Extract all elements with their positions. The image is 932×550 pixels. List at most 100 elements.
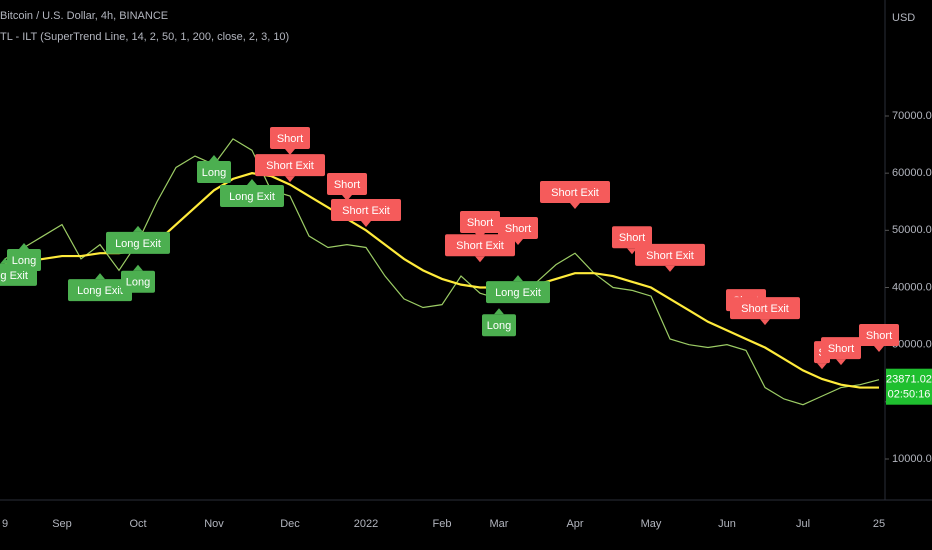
signal-pointer (836, 359, 846, 366)
signal-label: Short (327, 173, 367, 202)
signal-label: Long (121, 264, 155, 293)
signal-text: Short Exit (741, 303, 789, 315)
signal-pointer (570, 203, 580, 210)
x-tick-label: Feb (433, 518, 452, 530)
x-tick-label: Oct (129, 518, 146, 530)
signal-pointer (665, 265, 675, 272)
signal-box (121, 270, 155, 293)
signal-label: Short (460, 211, 500, 240)
signal-pointer (95, 273, 105, 280)
x-tick-label: 2022 (354, 518, 378, 530)
signal-label: Short Exit (255, 154, 325, 183)
signal-pointer (361, 221, 371, 228)
signal-pointer (133, 225, 143, 232)
signal-box (220, 185, 284, 208)
signal-label: Long (7, 243, 41, 272)
signal-label: Short Exit (635, 243, 705, 272)
chart-title: Bitcoin / U.S. Dollar, 4h, BINANCE (0, 10, 168, 22)
signal-label: Long Exit (220, 179, 284, 208)
signal-label: Long Exit (486, 275, 550, 304)
signal-label: Short (612, 226, 652, 255)
signal-text: Short Exit (646, 250, 694, 262)
signal-label: Long Exit (68, 273, 132, 302)
series-line (4, 138, 880, 406)
signal-text: Short (277, 133, 303, 145)
x-tick-label: Mar (490, 518, 509, 530)
signal-label: Short (859, 323, 899, 352)
signal-text: Short (467, 217, 493, 229)
signal-box (612, 226, 652, 249)
signal-label: Long (197, 155, 231, 184)
signal-pointer (285, 149, 295, 156)
signal-pointer (494, 308, 504, 315)
signal-label: Short (270, 127, 310, 156)
signal-box (635, 243, 705, 266)
signal-label: Long (482, 308, 516, 337)
x-tick-label: 25 (873, 518, 885, 530)
signal-text: Long Exit (77, 285, 123, 297)
signal-box (197, 161, 231, 184)
signal-box (331, 199, 401, 222)
signal-label: Short Exit (331, 199, 401, 228)
countdown-label: 02:50:16 (888, 389, 931, 401)
signal-pointer (760, 319, 770, 326)
signal-label: Long Exit (106, 225, 170, 254)
x-tick-label: Sep (52, 518, 72, 530)
signal-pointer (513, 275, 523, 282)
signal-box (270, 127, 310, 150)
signal-box (730, 297, 800, 320)
signal-label: Short (821, 337, 861, 366)
signal-box (486, 281, 550, 304)
signal-text: Long Exit (495, 287, 541, 299)
signal-box (859, 323, 899, 346)
y-tick-label: 70000.00 (892, 110, 932, 122)
indicator-title: TL - ILT (SuperTrend Line, 14, 2, 50, 1,… (0, 31, 289, 43)
signal-text: Long (487, 320, 511, 332)
signal-text: Short (619, 232, 645, 244)
signal-pointer (133, 264, 143, 271)
x-tick-label: Jul (796, 518, 810, 530)
signal-text: Short Exit (342, 205, 390, 217)
signal-text: Short (334, 179, 360, 191)
signal-pointer (209, 155, 219, 162)
signal-box (255, 154, 325, 177)
signal-text: Long Exit (229, 191, 275, 203)
y-tick-label: 10000.00 (892, 453, 932, 465)
x-tick-label: May (641, 518, 662, 530)
signal-pointer (874, 345, 884, 352)
signal-text: Long Exit (115, 238, 161, 250)
last-price-tag (886, 368, 932, 405)
signal-box (445, 234, 515, 257)
signal-pointer (627, 248, 637, 255)
signal-label: Short Exit (540, 181, 610, 210)
price-unit: USD (892, 12, 915, 24)
y-tick-label: 50000.00 (892, 224, 932, 236)
signal-box (460, 211, 500, 234)
signal-text: Short (505, 223, 531, 235)
signal-text: Short Exit (266, 160, 314, 172)
y-tick-label: 30000.00 (892, 339, 932, 351)
signal-pointer (19, 243, 29, 250)
signal-text: Short (866, 330, 892, 342)
signal-text: Short (828, 343, 854, 355)
signal-box (68, 279, 132, 302)
signal-pointer (513, 239, 523, 246)
signal-text: Long (126, 277, 150, 289)
signal-box (106, 231, 170, 254)
y-tick-label: 60000.00 (892, 167, 932, 179)
signal-text: Long (202, 167, 226, 179)
signal-label: Short (498, 217, 538, 246)
signal-label: Short Exit (730, 297, 800, 326)
signal-box (482, 314, 516, 337)
signal-pointer (817, 363, 827, 370)
signal-text: Long Exit (0, 270, 28, 282)
signal-box (540, 181, 610, 204)
signal-box (7, 249, 41, 272)
signal-label: Short Exit (445, 234, 515, 263)
signal-box (327, 173, 367, 196)
x-tick-label: Apr (566, 518, 583, 530)
signal-text: Long (12, 255, 36, 267)
x-tick-label: Nov (204, 518, 224, 530)
